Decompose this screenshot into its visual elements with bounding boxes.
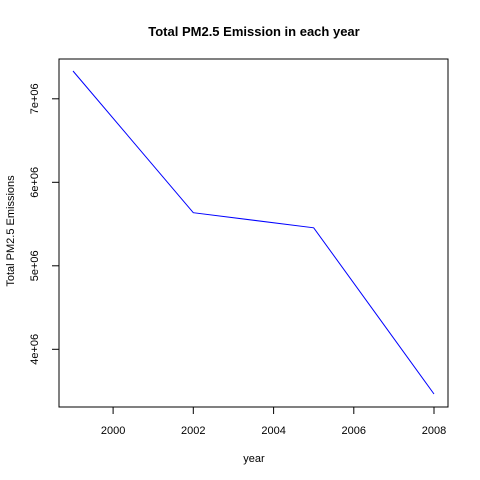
- x-axis: 2000 2002 2004 2006 2008: [101, 407, 446, 437]
- x-tick-label: 2004: [261, 425, 285, 437]
- y-tick-label: 5e+06: [29, 250, 41, 281]
- data-point: [72, 70, 75, 73]
- x-tick-label: 2006: [342, 425, 366, 437]
- x-tick-label: 2000: [101, 425, 125, 437]
- x-axis-label: year: [243, 453, 265, 465]
- y-axis-label: Total PM2.5 Emissions: [5, 175, 17, 287]
- series-layer: [72, 70, 436, 396]
- y-axis: 4e+06 5e+06 6e+06 7e+06: [29, 83, 59, 365]
- series-line: [72, 70, 435, 395]
- y-tick-label: 6e+06: [29, 167, 41, 198]
- plot-area: [58, 58, 449, 408]
- y-tick-label: 7e+06: [29, 83, 41, 114]
- data-point: [192, 211, 195, 214]
- chart-title: Total PM2.5 Emission in each year: [148, 24, 359, 39]
- data-point: [433, 393, 436, 396]
- x-tick-label: 2008: [422, 425, 446, 437]
- data-point: [312, 226, 315, 229]
- y-tick-label: 4e+06: [29, 334, 41, 365]
- x-tick-label: 2002: [181, 425, 205, 437]
